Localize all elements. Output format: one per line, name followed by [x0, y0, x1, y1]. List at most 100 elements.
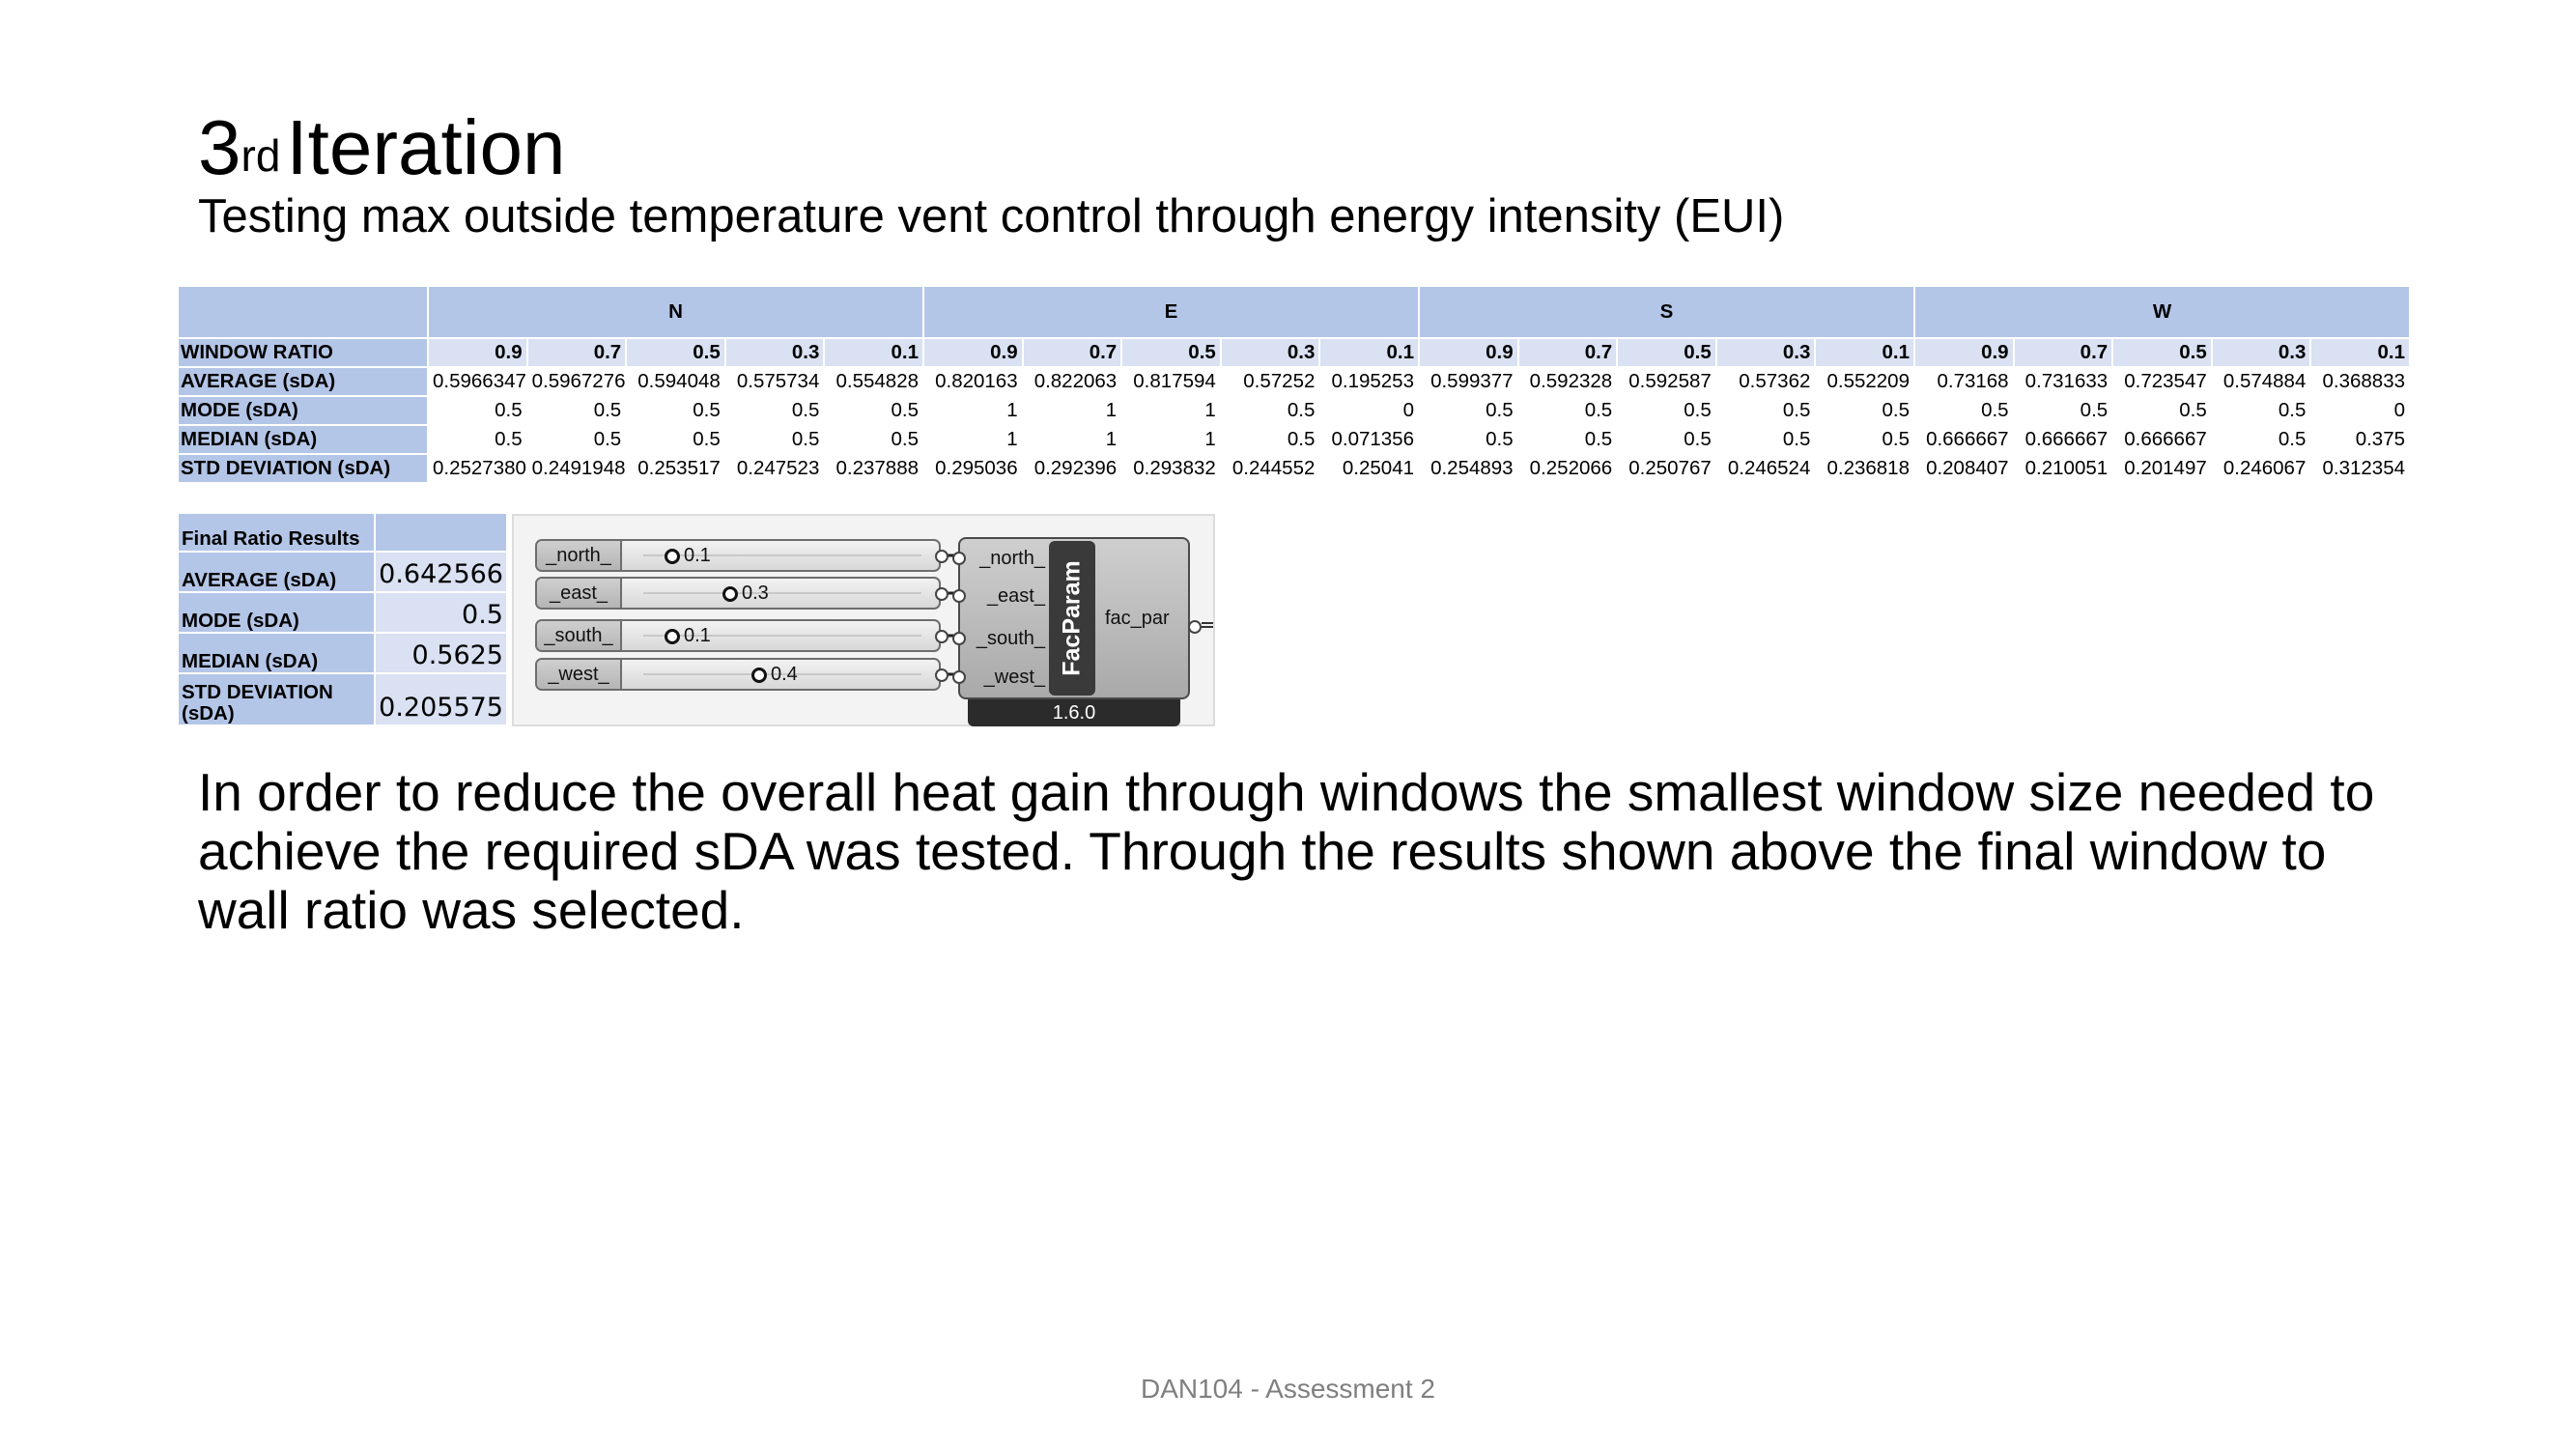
input-grip-east[interactable]: [952, 589, 966, 603]
table-cell: 0.5: [1715, 396, 1817, 426]
table-cell: 0.731633: [2013, 367, 2114, 397]
table-cell: 0.59672766: [526, 367, 628, 397]
facparam-component[interactable]: _north_ _east_ _south_ _west_ FacParam f…: [952, 537, 1190, 699]
slider-north-name: _north_: [537, 541, 622, 570]
table-cell: 0.554828: [824, 367, 925, 397]
final-label-average: AVERAGE (sDA): [179, 552, 376, 593]
final-value-median: 0.5625: [375, 633, 508, 674]
title-text: Iteration: [286, 104, 566, 190]
table-cell: 0.666667: [2112, 425, 2213, 455]
table-cell: 0.574884: [2211, 367, 2312, 397]
table-cell: 0.312354: [2310, 454, 2412, 484]
table-cell: 0.5: [626, 425, 726, 455]
footer-text: DAN104 - Assessment 2: [1140, 1374, 1436, 1404]
component-name-band: FacParam: [1049, 541, 1095, 696]
table-cell: 0.5: [1815, 396, 1915, 426]
slider-west-name: _west_: [537, 660, 622, 689]
table-cell: 0.244552: [1220, 454, 1321, 484]
slider-south-output-grip[interactable]: [935, 630, 948, 643]
slider-east-name: _east_: [537, 579, 622, 608]
slider-west-knob[interactable]: [751, 668, 767, 683]
table-cell: 0.57362: [1715, 367, 1817, 397]
slider-west-track: [643, 673, 921, 675]
table-cell: 1: [1022, 396, 1123, 426]
slider-north-value: 0.1: [684, 545, 711, 566]
table-cell: 0.5: [2211, 425, 2312, 455]
table-cell: 0.5: [824, 396, 925, 426]
table-cell: 1: [1121, 396, 1222, 426]
component-name: FacParam: [1058, 560, 1086, 676]
slide-subtitle: Testing max outside temperature vent con…: [198, 190, 1785, 242]
slider-west-output-grip[interactable]: [935, 668, 948, 682]
sda-results-table: N E S W WINDOW RATIO 0.9 0.7 0.5 0.3 0.1 0.9 0.7 0.5…: [179, 287, 2412, 484]
window-ratio-cell: 0.1: [1815, 338, 1915, 368]
table-cell: 0.25273802: [428, 454, 528, 484]
slider-east-output-grip[interactable]: [935, 587, 948, 601]
final-results-table: Final Ratio Results AVERAGE (sDA) 0.64256…: [179, 514, 508, 726]
slider-south-track: [643, 635, 921, 637]
table-row: STD DEVIATION (sDA) 0.25273802 0.24919487 0…: [179, 454, 2412, 484]
table-cell: 0.594048: [626, 367, 726, 397]
slider-east-knob[interactable]: [722, 586, 738, 602]
table-cell: 0.73168: [1913, 367, 2015, 397]
header-corner: [179, 287, 429, 339]
output-grip[interactable]: [1188, 620, 1202, 634]
slider-north-knob[interactable]: [665, 549, 680, 564]
row-label: MODE (sDA): [179, 396, 429, 426]
window-ratio-cell: 0.5: [1121, 338, 1222, 368]
slider-south[interactable]: _south_ 0.1: [535, 619, 941, 652]
input-grip-west[interactable]: [952, 670, 966, 684]
table-cell: 0.817594: [1121, 367, 1222, 397]
table-cell: 0.5: [824, 425, 925, 455]
table-cell: 0.5: [1617, 425, 1717, 455]
table-cell: 1: [1121, 425, 1222, 455]
body-paragraph: In order to reduce the overall heat gain…: [198, 762, 2375, 940]
slider-north-output-grip[interactable]: [935, 550, 948, 563]
table-cell: 0.57252: [1220, 367, 1321, 397]
table-cell: 0.368833: [2310, 367, 2412, 397]
orientation-n: N: [428, 287, 925, 339]
input-grip-south[interactable]: [952, 632, 966, 645]
window-ratio-cell: 0.3: [1715, 338, 1817, 368]
table-cell: 0.5: [1517, 425, 1619, 455]
table-cell: 1: [923, 425, 1024, 455]
table-cell: 0.5: [1220, 425, 1321, 455]
table-cell: 0.552209: [1815, 367, 1915, 397]
slider-east[interactable]: _east_ 0.3: [535, 577, 941, 610]
final-value-std: 0.205575: [375, 673, 508, 726]
table-cell: 0.5: [724, 425, 826, 455]
window-ratio-cell: 0.1: [1319, 338, 1420, 368]
window-ratio-row: WINDOW RATIO 0.9 0.7 0.5 0.3 0.1 0.9 0.7 0.5 0.3 0…: [179, 338, 2412, 368]
table-cell: 0.599377: [1419, 367, 1519, 397]
slider-north[interactable]: _north_ 0.1: [535, 539, 941, 572]
input-south: _south_: [976, 628, 1045, 649]
table-cell: 0.575734: [724, 367, 826, 397]
slider-south-knob[interactable]: [665, 629, 680, 644]
table-cell: 0.237888: [824, 454, 925, 484]
table-cell: 0.292396: [1022, 454, 1123, 484]
table-cell: 0.666667: [1913, 425, 2015, 455]
slider-south-name: _south_: [537, 621, 622, 650]
final-header: Final Ratio Results: [179, 514, 376, 553]
slider-west[interactable]: _west_ 0.4: [535, 658, 941, 691]
window-ratio-cell: 0.1: [2310, 338, 2412, 368]
row-label: MEDIAN (sDA): [179, 425, 429, 455]
window-ratio-cell: 0.1: [824, 338, 925, 368]
table-cell: 0.592328: [1517, 367, 1619, 397]
table-cell: 0.5: [1815, 425, 1915, 455]
table-cell: 0.666667: [2013, 425, 2114, 455]
slider-south-value: 0.1: [684, 625, 711, 646]
output-wire: [1202, 622, 1213, 628]
table-cell: 0.208407: [1913, 454, 2015, 484]
table-row: MODE (sDA) 0.5 0.5 0.5 0.5 0.5 1 1 1 0.5 0 0.5 0.5 0.…: [179, 396, 2412, 426]
table-row: MEDIAN (sDA) 0.5 0.5 0.5 0.5 0.5 1 1 1 0.5 0.07135…: [179, 425, 2412, 455]
window-ratio-cell: 0.7: [526, 338, 628, 368]
table-cell: 0.5: [428, 396, 528, 426]
orientation-s: S: [1419, 287, 1915, 339]
row-label: STD DEVIATION (sDA): [179, 454, 429, 484]
input-grip-north[interactable]: [952, 552, 966, 565]
table-cell: 0.210051: [2013, 454, 2114, 484]
table-cell: 0.254893: [1419, 454, 1519, 484]
table-cell: 0.5: [526, 425, 628, 455]
table-cell: 0.071356: [1319, 425, 1420, 455]
